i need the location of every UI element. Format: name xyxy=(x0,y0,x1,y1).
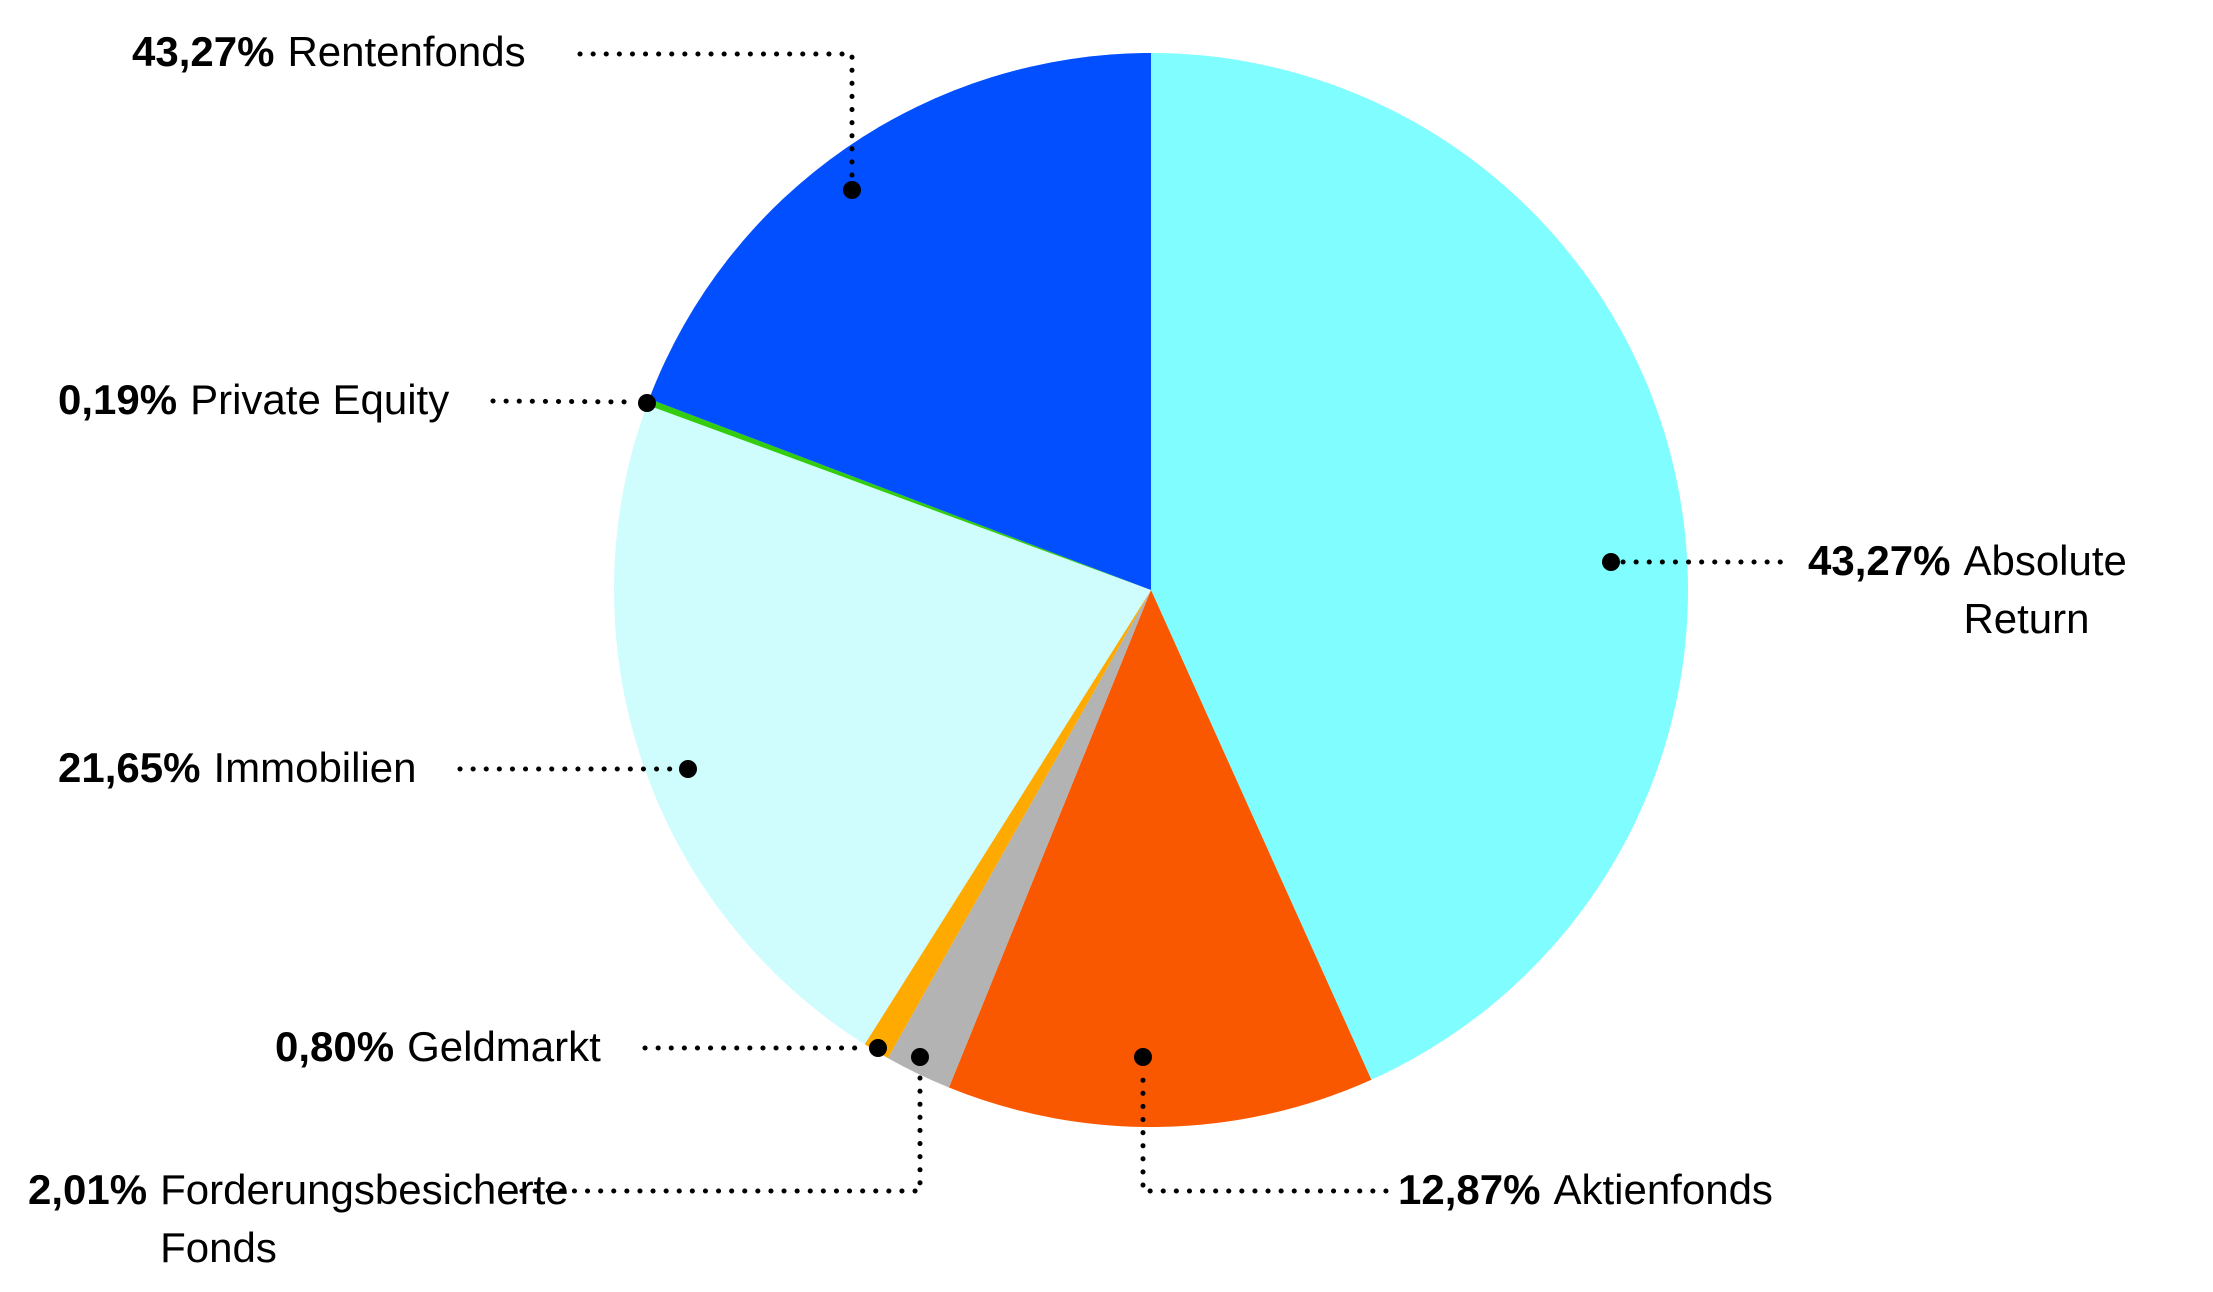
label-forderungsbesicherte-fonds: 2,01% Forderungsbesicherte Fonds xyxy=(28,1161,570,1277)
leader-line-forderungsbesicherte-fonds xyxy=(519,1065,923,1194)
label-immobilien: 21,65% Immobilien xyxy=(58,739,417,797)
leader-dot-immobilien xyxy=(679,760,697,778)
leader-line-private-equity xyxy=(490,398,639,405)
label-pct: 12,87% xyxy=(1398,1166,1541,1213)
label-name: Immobilien xyxy=(213,744,417,791)
pie-slice-rentenfonds xyxy=(649,53,1151,590)
label-name: Rentenfonds xyxy=(287,28,526,75)
pie-slice-private-equity xyxy=(646,398,1151,590)
pie-slices xyxy=(614,53,1688,1127)
leader-dot-geldmarkt xyxy=(869,1039,887,1057)
label-private-equity: 0,19% Private Equity xyxy=(58,371,449,429)
label-name: Aktienfonds xyxy=(1553,1166,1773,1213)
leader-dot-private-equity xyxy=(638,394,656,412)
label-name: Absolute Return xyxy=(1963,537,2127,642)
label-name: Geldmarkt xyxy=(407,1023,601,1070)
label-absolute-return: 43,27% Absolute Return xyxy=(1808,532,2173,648)
label-pct: 2,01% xyxy=(28,1166,148,1213)
label-pct: 43,27% xyxy=(1808,537,1951,584)
label-geldmarkt: 0,80% Geldmarkt xyxy=(275,1018,601,1076)
leader-dot-aktienfonds xyxy=(1134,1048,1152,1066)
label-pct: 43,27% xyxy=(132,28,275,75)
leader-line-aktienfonds xyxy=(1140,1066,1389,1194)
pie-slice-aktienfonds xyxy=(948,590,1372,1127)
pie-slice-forderungsbesicherte-fonds xyxy=(887,590,1151,1088)
label-pct: 0,19% xyxy=(58,376,178,423)
pie-slice-absolute-return xyxy=(1151,53,1688,1080)
label-aktienfonds: 12,87% Aktienfonds xyxy=(1398,1161,1773,1219)
label-name: Private Equity xyxy=(190,376,450,423)
leader-dot-absolute-return xyxy=(1602,553,1620,571)
label-pct: 0,80% xyxy=(275,1023,395,1070)
label-name: Forderungsbesicherte Fonds xyxy=(160,1166,569,1271)
pie-slice-immobilien xyxy=(614,404,1151,1045)
leader-lines xyxy=(457,51,1796,1194)
leader-dot-forderungsbesicherte-fonds xyxy=(911,1048,929,1066)
label-pct: 21,65% xyxy=(58,744,201,791)
pie-slice-geldmarkt xyxy=(864,590,1151,1059)
leader-line-rentenfonds xyxy=(577,51,855,179)
label-rentenfonds: 43,27% Rentenfonds xyxy=(132,23,526,81)
leader-dot-rentenfonds xyxy=(843,181,861,199)
